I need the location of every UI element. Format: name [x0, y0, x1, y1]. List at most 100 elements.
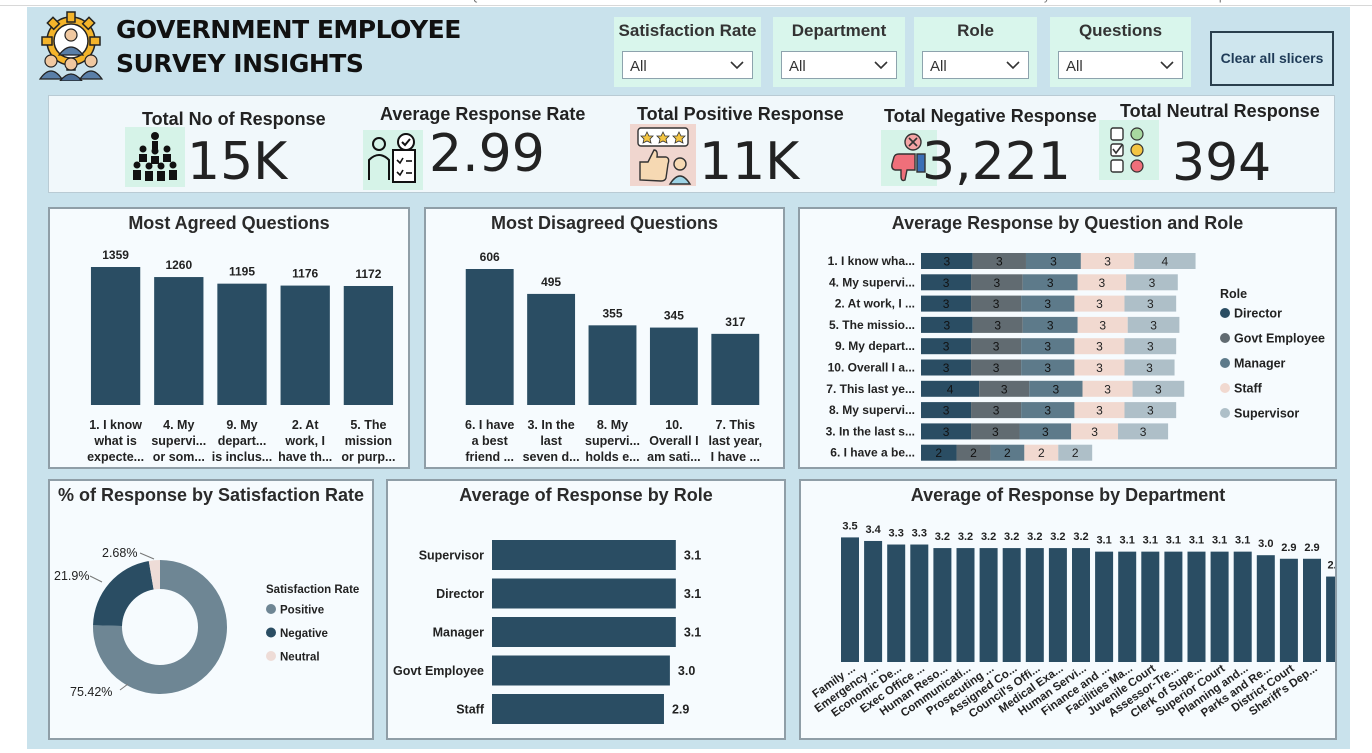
stacked-segment[interactable]	[971, 295, 1022, 312]
stacked-segment[interactable]	[1074, 338, 1125, 355]
stacked-segment[interactable]	[1024, 444, 1059, 461]
bar[interactable]	[280, 285, 330, 405]
legend-item[interactable]: Director	[1234, 307, 1282, 321]
stacked-segment[interactable]	[1077, 316, 1128, 333]
stacked-segment[interactable]	[921, 316, 973, 333]
legend-item[interactable]: Manager	[1234, 357, 1286, 371]
bar[interactable]	[154, 277, 204, 405]
clear-all-slicers-button[interactable]: Clear all slicers	[1210, 31, 1334, 86]
bar[interactable]	[1141, 551, 1160, 662]
bar[interactable]	[1002, 548, 1021, 662]
satisfaction-rate-dropdown[interactable]: All	[622, 51, 753, 79]
bar[interactable]	[649, 327, 698, 405]
bar[interactable]	[864, 540, 883, 662]
legend-item[interactable]: Positive	[280, 605, 324, 617]
stacked-segment[interactable]	[1021, 295, 1075, 312]
role-dropdown[interactable]: All	[922, 51, 1029, 79]
legend-item[interactable]: Staff	[1234, 382, 1263, 396]
stacked-segment[interactable]	[921, 380, 980, 397]
stacked-segment[interactable]	[1134, 253, 1196, 269]
donut-slice[interactable]	[93, 560, 228, 694]
stacked-segment[interactable]	[1058, 444, 1093, 461]
bar[interactable]	[492, 540, 676, 570]
stacked-segment[interactable]	[1022, 316, 1078, 333]
ribbon-tab[interactable]: Data	[180, 0, 203, 3]
stacked-segment[interactable]	[921, 295, 972, 312]
stacked-segment[interactable]	[1124, 338, 1177, 355]
department-dropdown[interactable]: All	[781, 51, 897, 79]
bar[interactable]	[1187, 551, 1206, 662]
bar[interactable]	[343, 285, 394, 405]
bar[interactable]	[217, 283, 267, 405]
ribbon-tab[interactable]: Queries	[470, 0, 509, 3]
bar[interactable]	[588, 325, 637, 405]
stacked-segment[interactable]	[1022, 274, 1078, 291]
bar[interactable]	[1025, 548, 1044, 662]
stacked-segment[interactable]	[1118, 423, 1169, 440]
legend-item[interactable]: Neutral	[280, 652, 320, 664]
ribbon-tab[interactable]: Copilot	[1205, 0, 1239, 3]
stacked-segment[interactable]	[1124, 295, 1177, 312]
bar[interactable]	[841, 537, 859, 662]
stacked-segment[interactable]	[921, 338, 972, 355]
bar[interactable]	[910, 544, 929, 662]
stacked-segment[interactable]	[979, 380, 1030, 397]
bar[interactable]	[933, 548, 952, 662]
ribbon-tab[interactable]: Sensitivity	[1000, 0, 1050, 3]
stacked-segment[interactable]	[972, 253, 1026, 269]
stacked-segment[interactable]	[971, 338, 1022, 355]
stacked-segment[interactable]	[1074, 402, 1125, 419]
stacked-segment[interactable]	[1124, 402, 1177, 419]
stacked-segment[interactable]	[972, 316, 1023, 333]
stacked-segment[interactable]	[1074, 359, 1125, 376]
stacked-segment[interactable]	[971, 274, 1023, 291]
stacked-segment[interactable]	[1082, 380, 1133, 397]
bar[interactable]	[1256, 555, 1275, 662]
bar[interactable]	[492, 578, 676, 609]
bar[interactable]	[1072, 548, 1090, 662]
stacked-segment[interactable]	[1021, 359, 1075, 376]
stacked-segment[interactable]	[971, 402, 1022, 419]
bar[interactable]	[979, 548, 998, 662]
bar[interactable]	[1326, 576, 1335, 662]
stacked-segment[interactable]	[1080, 253, 1135, 269]
bar[interactable]	[527, 293, 576, 405]
stacked-segment[interactable]	[921, 359, 972, 376]
stacked-segment[interactable]	[1071, 423, 1119, 440]
donut-slice[interactable]	[148, 560, 160, 590]
stacked-segment[interactable]	[921, 444, 957, 461]
bar[interactable]	[1303, 558, 1321, 662]
stacked-segment[interactable]	[1132, 380, 1185, 397]
stacked-segment[interactable]	[1074, 295, 1125, 312]
stacked-segment[interactable]	[1021, 338, 1075, 355]
stacked-segment[interactable]	[921, 402, 972, 419]
bar[interactable]	[90, 267, 141, 405]
stacked-segment[interactable]	[1127, 316, 1180, 333]
stacked-segment[interactable]	[1126, 274, 1178, 291]
bar[interactable]	[1279, 558, 1298, 662]
bar[interactable]	[1118, 551, 1137, 662]
legend-item[interactable]: Negative	[280, 628, 328, 640]
stacked-segment[interactable]	[1021, 402, 1075, 419]
bar[interactable]	[1233, 551, 1252, 662]
ribbon-tab[interactable]: Insert	[640, 0, 668, 3]
stacked-segment[interactable]	[1124, 359, 1175, 376]
ribbon-tab[interactable]: Share	[1095, 0, 1124, 3]
bar[interactable]	[711, 333, 760, 405]
ribbon-tab[interactable]: Calculations	[830, 0, 890, 3]
stacked-segment[interactable]	[971, 359, 1022, 376]
stacked-segment[interactable]	[971, 423, 1020, 440]
bar[interactable]	[1210, 551, 1229, 662]
legend-item[interactable]: Govt Employee	[1234, 332, 1325, 346]
bar[interactable]	[492, 617, 676, 647]
bar[interactable]	[1095, 551, 1114, 662]
questions-dropdown[interactable]: All	[1058, 51, 1183, 79]
bar[interactable]	[1164, 551, 1183, 662]
stacked-segment[interactable]	[956, 444, 991, 461]
bar[interactable]	[887, 544, 906, 662]
stacked-segment[interactable]	[990, 444, 1025, 461]
stacked-segment[interactable]	[1019, 423, 1072, 440]
bar[interactable]	[956, 548, 975, 662]
bar[interactable]	[492, 694, 664, 724]
stacked-segment[interactable]	[921, 423, 972, 440]
